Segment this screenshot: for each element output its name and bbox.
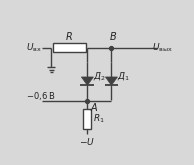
Text: $Д_2$: $Д_2$ — [94, 70, 106, 82]
Text: $B$: $B$ — [109, 30, 117, 42]
Text: $-U$: $-U$ — [79, 136, 95, 147]
Text: $A$: $A$ — [90, 101, 99, 113]
Text: $R_1$: $R_1$ — [94, 113, 105, 125]
Polygon shape — [105, 77, 117, 85]
Text: $U_{\rm вх}$: $U_{\rm вх}$ — [26, 42, 42, 54]
Bar — [53, 43, 86, 52]
Polygon shape — [81, 77, 93, 85]
Bar — [83, 109, 91, 129]
Text: $Д_1$: $Д_1$ — [117, 70, 130, 82]
Text: $-0{,}6$ В: $-0{,}6$ В — [26, 90, 56, 102]
Text: $R$: $R$ — [65, 30, 73, 42]
Text: $U_{\rm вых}$: $U_{\rm вых}$ — [152, 42, 173, 54]
